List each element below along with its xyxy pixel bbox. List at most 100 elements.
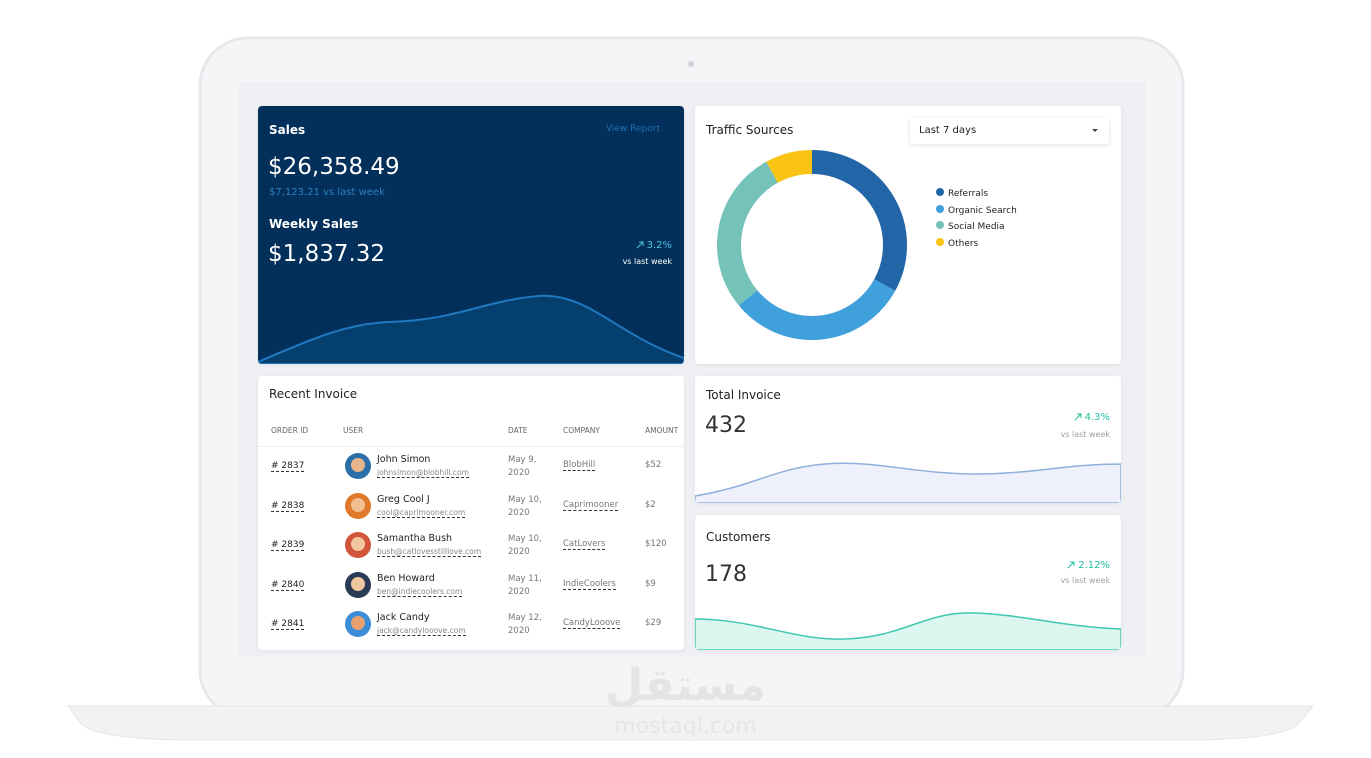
- avatar: [345, 532, 371, 558]
- avatar: [345, 611, 371, 637]
- column-header: AMOUNT: [645, 426, 679, 435]
- order-id: # 2840: [271, 579, 305, 591]
- watermark-arabic: مستقل: [605, 660, 766, 711]
- watermark-latin: mostaql.com: [614, 714, 757, 739]
- avatar-face: [351, 497, 365, 512]
- view-report[interactable]: View Report: [605, 124, 660, 134]
- user-email: ben@indiecoolers.com: [377, 586, 463, 597]
- sales-card: Sales View Report $26,358.49 $7,123.21 v…: [258, 106, 684, 364]
- sales-amount: $26,358.49: [268, 154, 400, 180]
- range-dropdown[interactable]: Last 7 days: [910, 118, 1109, 144]
- column-header: COMPANY: [563, 426, 600, 435]
- company: IndieCoolers: [563, 578, 616, 590]
- sales-wave: [258, 294, 684, 364]
- user-name: Ben Howard: [377, 572, 435, 584]
- customers-card: Customers 178 2.12% vs last week: [695, 515, 1121, 650]
- range-value: Last 7 days: [919, 125, 977, 136]
- order-id: # 2838: [271, 500, 305, 512]
- avatar: [345, 571, 371, 598]
- total-invoice-card: Total Invoice 432 4.3% vs last week: [695, 376, 1121, 503]
- avatar: [345, 453, 371, 479]
- avatar: [345, 492, 371, 519]
- donut-chart: [717, 150, 907, 340]
- user-email: jack@candylooove.com: [377, 626, 466, 636]
- caret-icon: [1092, 129, 1098, 132]
- legend-swatch: [936, 204, 944, 213]
- legend-swatch: [936, 237, 944, 246]
- order-id: # 2841: [271, 619, 305, 630]
- donut-segment: [811, 150, 907, 291]
- legend-item: Others: [936, 237, 1017, 255]
- amount: $120: [645, 539, 667, 549]
- donut-segment: [717, 161, 779, 306]
- legend-label: Organic Search: [948, 205, 1017, 216]
- order-id: # 2839: [271, 540, 305, 551]
- total-invoice-change-value: 4.3%: [1084, 412, 1110, 423]
- avatar-face: [351, 616, 365, 630]
- legend-label: Others: [948, 238, 979, 249]
- company: CatLovers: [563, 539, 606, 550]
- donut-segment: [738, 278, 896, 340]
- invoice-card: Recent Invoice ORDER ID USER DATE COMPANY AM…: [258, 376, 684, 650]
- weekly-amount: $1,837.32: [268, 241, 386, 267]
- total-invoice-value: 432: [705, 413, 747, 438]
- user-name: Greg Cool J: [377, 493, 430, 505]
- total-invoice-change: 4.3%: [1074, 412, 1110, 423]
- customers-value: 178: [705, 562, 747, 587]
- legend-label: Referrals: [948, 189, 989, 199]
- legend-swatch: [936, 188, 944, 196]
- legend-item: Referrals: [936, 188, 1017, 205]
- user-name: Samantha Bush: [377, 533, 453, 544]
- arrow-icon: [1074, 413, 1082, 421]
- invoice-date: May 10, 2020: [508, 494, 542, 518]
- customers-change-value: 2.12%: [1078, 560, 1110, 571]
- company: Caprimooner: [563, 499, 619, 511]
- user-email: cool@caprimooner.com: [377, 507, 466, 518]
- legend-item: Organic Search: [936, 204, 1017, 222]
- user-email: bush@catlovesstilllove.com: [377, 547, 482, 557]
- column-header: DATE: [508, 426, 528, 435]
- user-name: John Simon: [377, 454, 431, 465]
- avatar-face: [351, 537, 365, 551]
- legend-swatch: [936, 221, 944, 229]
- total-invoice-wave: [695, 462, 1121, 503]
- avatar-face: [351, 458, 365, 472]
- user-name: Jack Candy: [377, 612, 430, 623]
- legend-label: Social Media: [948, 222, 1005, 232]
- invoice-date: May 10, 2020: [508, 534, 542, 557]
- column-header: USER: [343, 426, 364, 435]
- weekly-change: 3.2%: [636, 240, 672, 251]
- invoice-title: Recent Invoice: [269, 387, 358, 401]
- total-invoice-title: Total Invoice: [706, 388, 781, 402]
- sales-comparison: $7,123.21 vs last week: [269, 187, 385, 198]
- customers-wave: [695, 612, 1121, 650]
- arrow-icon: [1067, 561, 1075, 569]
- company: BlobHill: [563, 460, 596, 471]
- amount: $29: [645, 618, 662, 628]
- amount: $52: [645, 460, 662, 470]
- donut-segment: [766, 150, 813, 183]
- user-email: johnsimon@blobhill.com: [377, 468, 469, 478]
- invoice-date: May 11, 2020: [508, 573, 542, 597]
- amount: $9: [645, 578, 656, 589]
- traffic-card: Traffic Sources Last 7 days Referrals Org…: [695, 106, 1121, 364]
- traffic-title: Traffic Sources: [706, 123, 794, 137]
- company: CandyLooove: [563, 618, 621, 629]
- arrow-icon: [636, 241, 644, 249]
- weekly-change-label: vs last week: [622, 257, 672, 266]
- order-id: # 2837: [271, 461, 305, 472]
- customers-change: 2.12%: [1067, 560, 1110, 571]
- amount: $2: [645, 499, 656, 510]
- avatar-face: [351, 576, 365, 591]
- sales-title: Sales: [269, 123, 306, 137]
- weekly-change-value: 3.2%: [646, 240, 672, 251]
- header-divider: [258, 446, 684, 447]
- invoice-date: May 12, 2020: [508, 613, 542, 636]
- legend: Referrals Organic Search Social Media Other…: [936, 188, 1017, 254]
- customers-title: Customers: [706, 530, 771, 544]
- invoice-date: May 9, 2020: [508, 455, 537, 478]
- customers-change-label: vs last week: [1060, 576, 1110, 585]
- total-invoice-change-label: vs last week: [1060, 430, 1110, 439]
